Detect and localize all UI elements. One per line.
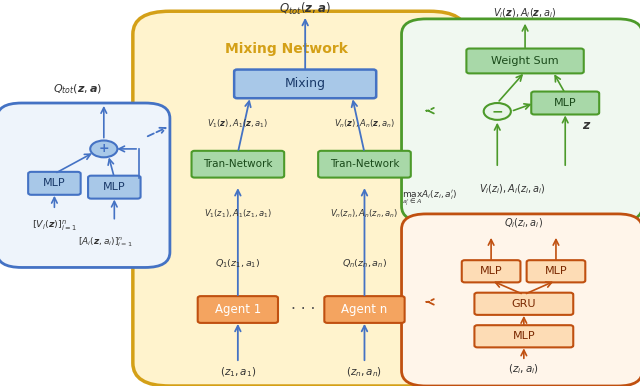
- Text: $Q_i(z_i,a_i)$: $Q_i(z_i,a_i)$: [504, 217, 543, 230]
- Text: $V_i(\boldsymbol{z}), A_i(\boldsymbol{z},a_i)$: $V_i(\boldsymbol{z}), A_i(\boldsymbol{z}…: [493, 6, 557, 20]
- Text: $V_1(\boldsymbol{z}), A_1(\boldsymbol{z},a_1)$: $V_1(\boldsymbol{z}), A_1(\boldsymbol{z}…: [207, 118, 268, 130]
- FancyBboxPatch shape: [198, 296, 278, 323]
- Text: MLP: MLP: [545, 266, 567, 276]
- Text: Agent n: Agent n: [341, 303, 388, 316]
- FancyBboxPatch shape: [401, 214, 640, 386]
- FancyBboxPatch shape: [133, 11, 467, 386]
- Text: $V_n(\boldsymbol{z}), A_n(\boldsymbol{z},a_n)$: $V_n(\boldsymbol{z}), A_n(\boldsymbol{z}…: [334, 118, 395, 130]
- Text: Mixing: Mixing: [285, 78, 326, 90]
- Text: Mixing Network: Mixing Network: [225, 42, 348, 56]
- Text: Agent 1: Agent 1: [215, 303, 261, 316]
- Text: $(z_n,a_n)$: $(z_n,a_n)$: [346, 366, 383, 379]
- FancyBboxPatch shape: [324, 296, 404, 323]
- Text: $\boldsymbol{z}$: $\boldsymbol{z}$: [582, 119, 591, 132]
- Text: $Q_{tot}(\boldsymbol{z},\boldsymbol{a})$: $Q_{tot}(\boldsymbol{z},\boldsymbol{a})$: [52, 83, 102, 96]
- Text: Tran-Network: Tran-Network: [330, 159, 399, 169]
- FancyBboxPatch shape: [191, 151, 284, 178]
- Text: Weight Sum: Weight Sum: [492, 56, 559, 66]
- Text: $(z_i, a_i)$: $(z_i, a_i)$: [508, 363, 540, 376]
- Text: MLP: MLP: [513, 331, 535, 341]
- Text: $[A_i(\boldsymbol{z},a_i)]_{i=1}^n$: $[A_i(\boldsymbol{z},a_i)]_{i=1}^n$: [77, 236, 132, 249]
- FancyBboxPatch shape: [531, 91, 599, 115]
- FancyBboxPatch shape: [28, 172, 81, 195]
- FancyBboxPatch shape: [462, 260, 520, 283]
- Circle shape: [484, 103, 511, 120]
- Text: −: −: [492, 105, 503, 119]
- Text: $[V_i(\boldsymbol{z})]_{i=1}^n$: $[V_i(\boldsymbol{z})]_{i=1}^n$: [32, 218, 77, 233]
- Text: Tran-Network: Tran-Network: [203, 159, 273, 169]
- Text: · · ·: · · ·: [291, 302, 315, 317]
- FancyBboxPatch shape: [318, 151, 411, 178]
- Text: $V_i(z_i), A_i(z_i,a_i)$: $V_i(z_i), A_i(z_i,a_i)$: [479, 182, 546, 196]
- FancyBboxPatch shape: [0, 103, 170, 267]
- Text: $Q_{tot}(\boldsymbol{z},\boldsymbol{a})$: $Q_{tot}(\boldsymbol{z},\boldsymbol{a})$: [279, 1, 332, 17]
- Text: $\max_{a_i^{\prime}\in A}A_i(z_i,a_i^{\prime})$: $\max_{a_i^{\prime}\in A}A_i(z_i,a_i^{\p…: [401, 189, 457, 208]
- Text: MLP: MLP: [480, 266, 502, 276]
- Circle shape: [90, 141, 117, 157]
- FancyBboxPatch shape: [401, 19, 640, 222]
- FancyBboxPatch shape: [474, 293, 573, 315]
- Text: MLP: MLP: [43, 178, 66, 188]
- Text: $(z_1,a_1)$: $(z_1,a_1)$: [220, 366, 256, 379]
- Text: GRU: GRU: [511, 299, 536, 309]
- Text: $V_1(z_1), A_1(z_1,a_1)$: $V_1(z_1), A_1(z_1,a_1)$: [204, 208, 272, 220]
- Text: $Q_n(z_n,a_n)$: $Q_n(z_n,a_n)$: [342, 257, 387, 270]
- Text: MLP: MLP: [554, 98, 577, 108]
- FancyBboxPatch shape: [234, 69, 376, 98]
- FancyBboxPatch shape: [467, 49, 584, 73]
- Text: +: +: [99, 142, 109, 156]
- Text: $V_n(z_n), A_n(z_n,a_n)$: $V_n(z_n), A_n(z_n,a_n)$: [330, 208, 399, 220]
- Text: $Q_1(z_1,a_1)$: $Q_1(z_1,a_1)$: [215, 257, 260, 270]
- FancyBboxPatch shape: [527, 260, 586, 283]
- Text: MLP: MLP: [103, 182, 125, 192]
- FancyBboxPatch shape: [474, 325, 573, 347]
- FancyBboxPatch shape: [88, 176, 141, 199]
